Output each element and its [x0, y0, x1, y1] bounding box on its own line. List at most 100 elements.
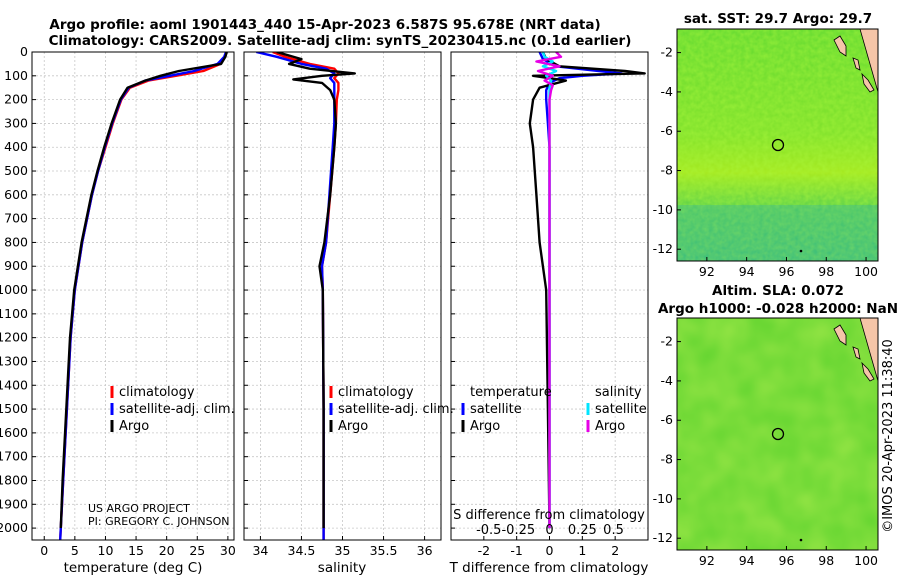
s-diff-tick-label: 0 — [545, 523, 553, 538]
legend3-sal-satellite: satellite — [586, 402, 647, 417]
series-line-argo — [59, 52, 228, 529]
legend-satellite-adj: satellite-adj. clim. — [110, 402, 235, 417]
map-lat-tick-label: -4 — [661, 373, 674, 388]
s-difference-label: S difference from climatology — [453, 508, 645, 523]
depth-tick-label: 1800 — [0, 472, 28, 487]
figure-title-line1: Argo profile: aoml 1901443_440 15-Apr-20… — [49, 17, 600, 33]
sst-map-title: sat. SST: 29.7 Argo: 29.7 — [684, 11, 872, 27]
sst-texture — [677, 29, 878, 261]
series-line-salinity-argo — [535, 52, 563, 529]
legend3-sal-satellite-label: satellite — [595, 402, 647, 417]
legend-climatology: climatology — [110, 385, 195, 400]
legend3-temp-satellite: satellite — [461, 402, 522, 417]
legend2-climatology-label: climatology — [338, 385, 414, 400]
depth-tick-label: 800 — [4, 234, 28, 249]
legend2-satellite-adj: satellite-adj. clim. — [329, 402, 454, 417]
t-difference-xlabel: T difference from climatology — [449, 560, 649, 576]
sst-land-island-2 — [852, 57, 861, 71]
x-tick-label: 1 — [578, 543, 586, 558]
map-lat-tick-label: -10 — [653, 202, 673, 217]
map-lon-tick-label: 100 — [854, 553, 878, 568]
map-lat-tick-label: -2 — [661, 45, 673, 60]
x-tick-label: 0 — [546, 543, 554, 558]
sst-map-frame — [676, 28, 879, 262]
sla-land-island-2 — [852, 346, 861, 360]
legend-satellite-label: satellite-adj. clim. — [119, 402, 235, 417]
series-line-argo — [276, 52, 356, 529]
figure-title-line2: Climatology: CARS2009. Satellite-adj cli… — [49, 33, 632, 49]
legend3-temperature-heading: temperature — [470, 385, 552, 400]
sst-land-island-1 — [833, 35, 847, 57]
credit-project: US ARGO PROJECT — [88, 502, 190, 515]
map-lat-tick-label: -10 — [653, 491, 673, 506]
sst-small-island — [799, 249, 803, 253]
depth-tick-label: 0 — [20, 44, 28, 59]
legend3-salinity-heading: salinity — [595, 385, 642, 400]
legend3-temp-argo: Argo — [461, 419, 500, 434]
x-tick-label: 20 — [159, 543, 175, 558]
sst-argo-location-marker — [771, 138, 785, 152]
legend-argo-label: Argo — [119, 419, 149, 434]
sst-map-panel: sat. SST: 29.7 Argo: 29.7 92 94 96 98 100 -2 -… — [653, 11, 879, 279]
map-lon-tick-label: 92 — [699, 553, 715, 568]
salinity-xlabel: salinity — [318, 560, 366, 576]
legend3-temp-satellite-label: satellite — [470, 402, 522, 417]
x-tick-label: 2 — [611, 543, 619, 558]
map-lon-tick-label: 96 — [779, 264, 795, 279]
depth-tick-label: 100 — [4, 68, 28, 83]
map-lon-tick-label: 94 — [739, 553, 755, 568]
map-lon-tick-label: 96 — [779, 553, 795, 568]
series-line-satellite-adj-clim- — [59, 52, 228, 540]
sla-map-title-line2: Argo h1000: -0.028 h2000: NaN — [658, 301, 898, 317]
x-tick-label: 30 — [220, 543, 236, 558]
map-lat-tick-label: -2 — [661, 334, 673, 349]
depth-tick-label: 1600 — [0, 425, 28, 440]
sla-small-island — [799, 538, 803, 542]
sst-land-island-3 — [861, 72, 875, 93]
s-difference-ticks: -0.5 -0.25 0 0.25 0.5 — [476, 523, 624, 538]
map-lat-tick-label: -12 — [653, 530, 673, 545]
legend3-sal-argo: Argo — [586, 419, 625, 434]
depth-tick-label: 1000 — [0, 282, 28, 297]
sla-map-title-line1: Altim. SLA: 0.072 — [712, 283, 844, 299]
credit-pi: PI: GREGORY C. JOHNSON — [88, 515, 229, 528]
map-lon-tick-label: 92 — [699, 264, 715, 279]
depth-tick-label: 500 — [4, 163, 28, 178]
s-diff-tick-label: 0.25 — [568, 523, 597, 538]
s-diff-tick-label: 0.5 — [603, 523, 624, 538]
s-diff-tick-label: -0.25 — [501, 523, 535, 538]
s-diff-tick-label: -0.5 — [476, 523, 501, 538]
map-lat-tick-label: -6 — [661, 412, 674, 427]
map-lat-tick-label: -8 — [661, 163, 674, 178]
legend-argo: Argo — [110, 419, 149, 434]
sst-cool-band — [677, 205, 878, 261]
x-tick-label: 36 — [417, 543, 433, 558]
depth-tick-label: 900 — [4, 258, 28, 273]
map-lon-tick-label: 94 — [739, 264, 755, 279]
temperature-profile-panel: 0100200300400500600700800900100011001200… — [0, 44, 236, 576]
sla-argo-location-marker — [771, 427, 785, 441]
x-tick-label: 34 — [252, 543, 268, 558]
map-lat-tick-label: -8 — [661, 452, 674, 467]
map-lat-tick-label: -6 — [661, 123, 674, 138]
map-lon-tick-label: 98 — [818, 264, 834, 279]
legend2-argo: Argo — [329, 419, 368, 434]
legend3-temp-argo-label: Argo — [470, 419, 500, 434]
x-tick-label: 5 — [71, 543, 79, 558]
x-tick-label: 34.5 — [288, 543, 316, 558]
depth-tick-label: 1400 — [0, 377, 28, 392]
sla-map-panel: Altim. SLA: 0.072 Argo h1000: -0.028 h20… — [653, 283, 898, 568]
sla-land-island-3 — [861, 361, 875, 382]
x-tick-label: 35 — [335, 543, 351, 558]
depth-tick-label: 300 — [4, 115, 28, 130]
depth-tick-label: 1300 — [0, 353, 28, 368]
x-tick-label: 10 — [98, 543, 114, 558]
imos-timestamp: ©IMOS 20-Apr-2023 11:38:40 — [881, 339, 896, 533]
map-lat-tick-label: -4 — [661, 84, 674, 99]
legend-climatology-label: climatology — [119, 385, 195, 400]
temperature-xlabel: temperature (deg C) — [64, 560, 203, 576]
map-lon-tick-label: 100 — [854, 264, 878, 279]
depth-tick-label: 1700 — [0, 449, 28, 464]
series-line-climatology — [59, 52, 228, 540]
